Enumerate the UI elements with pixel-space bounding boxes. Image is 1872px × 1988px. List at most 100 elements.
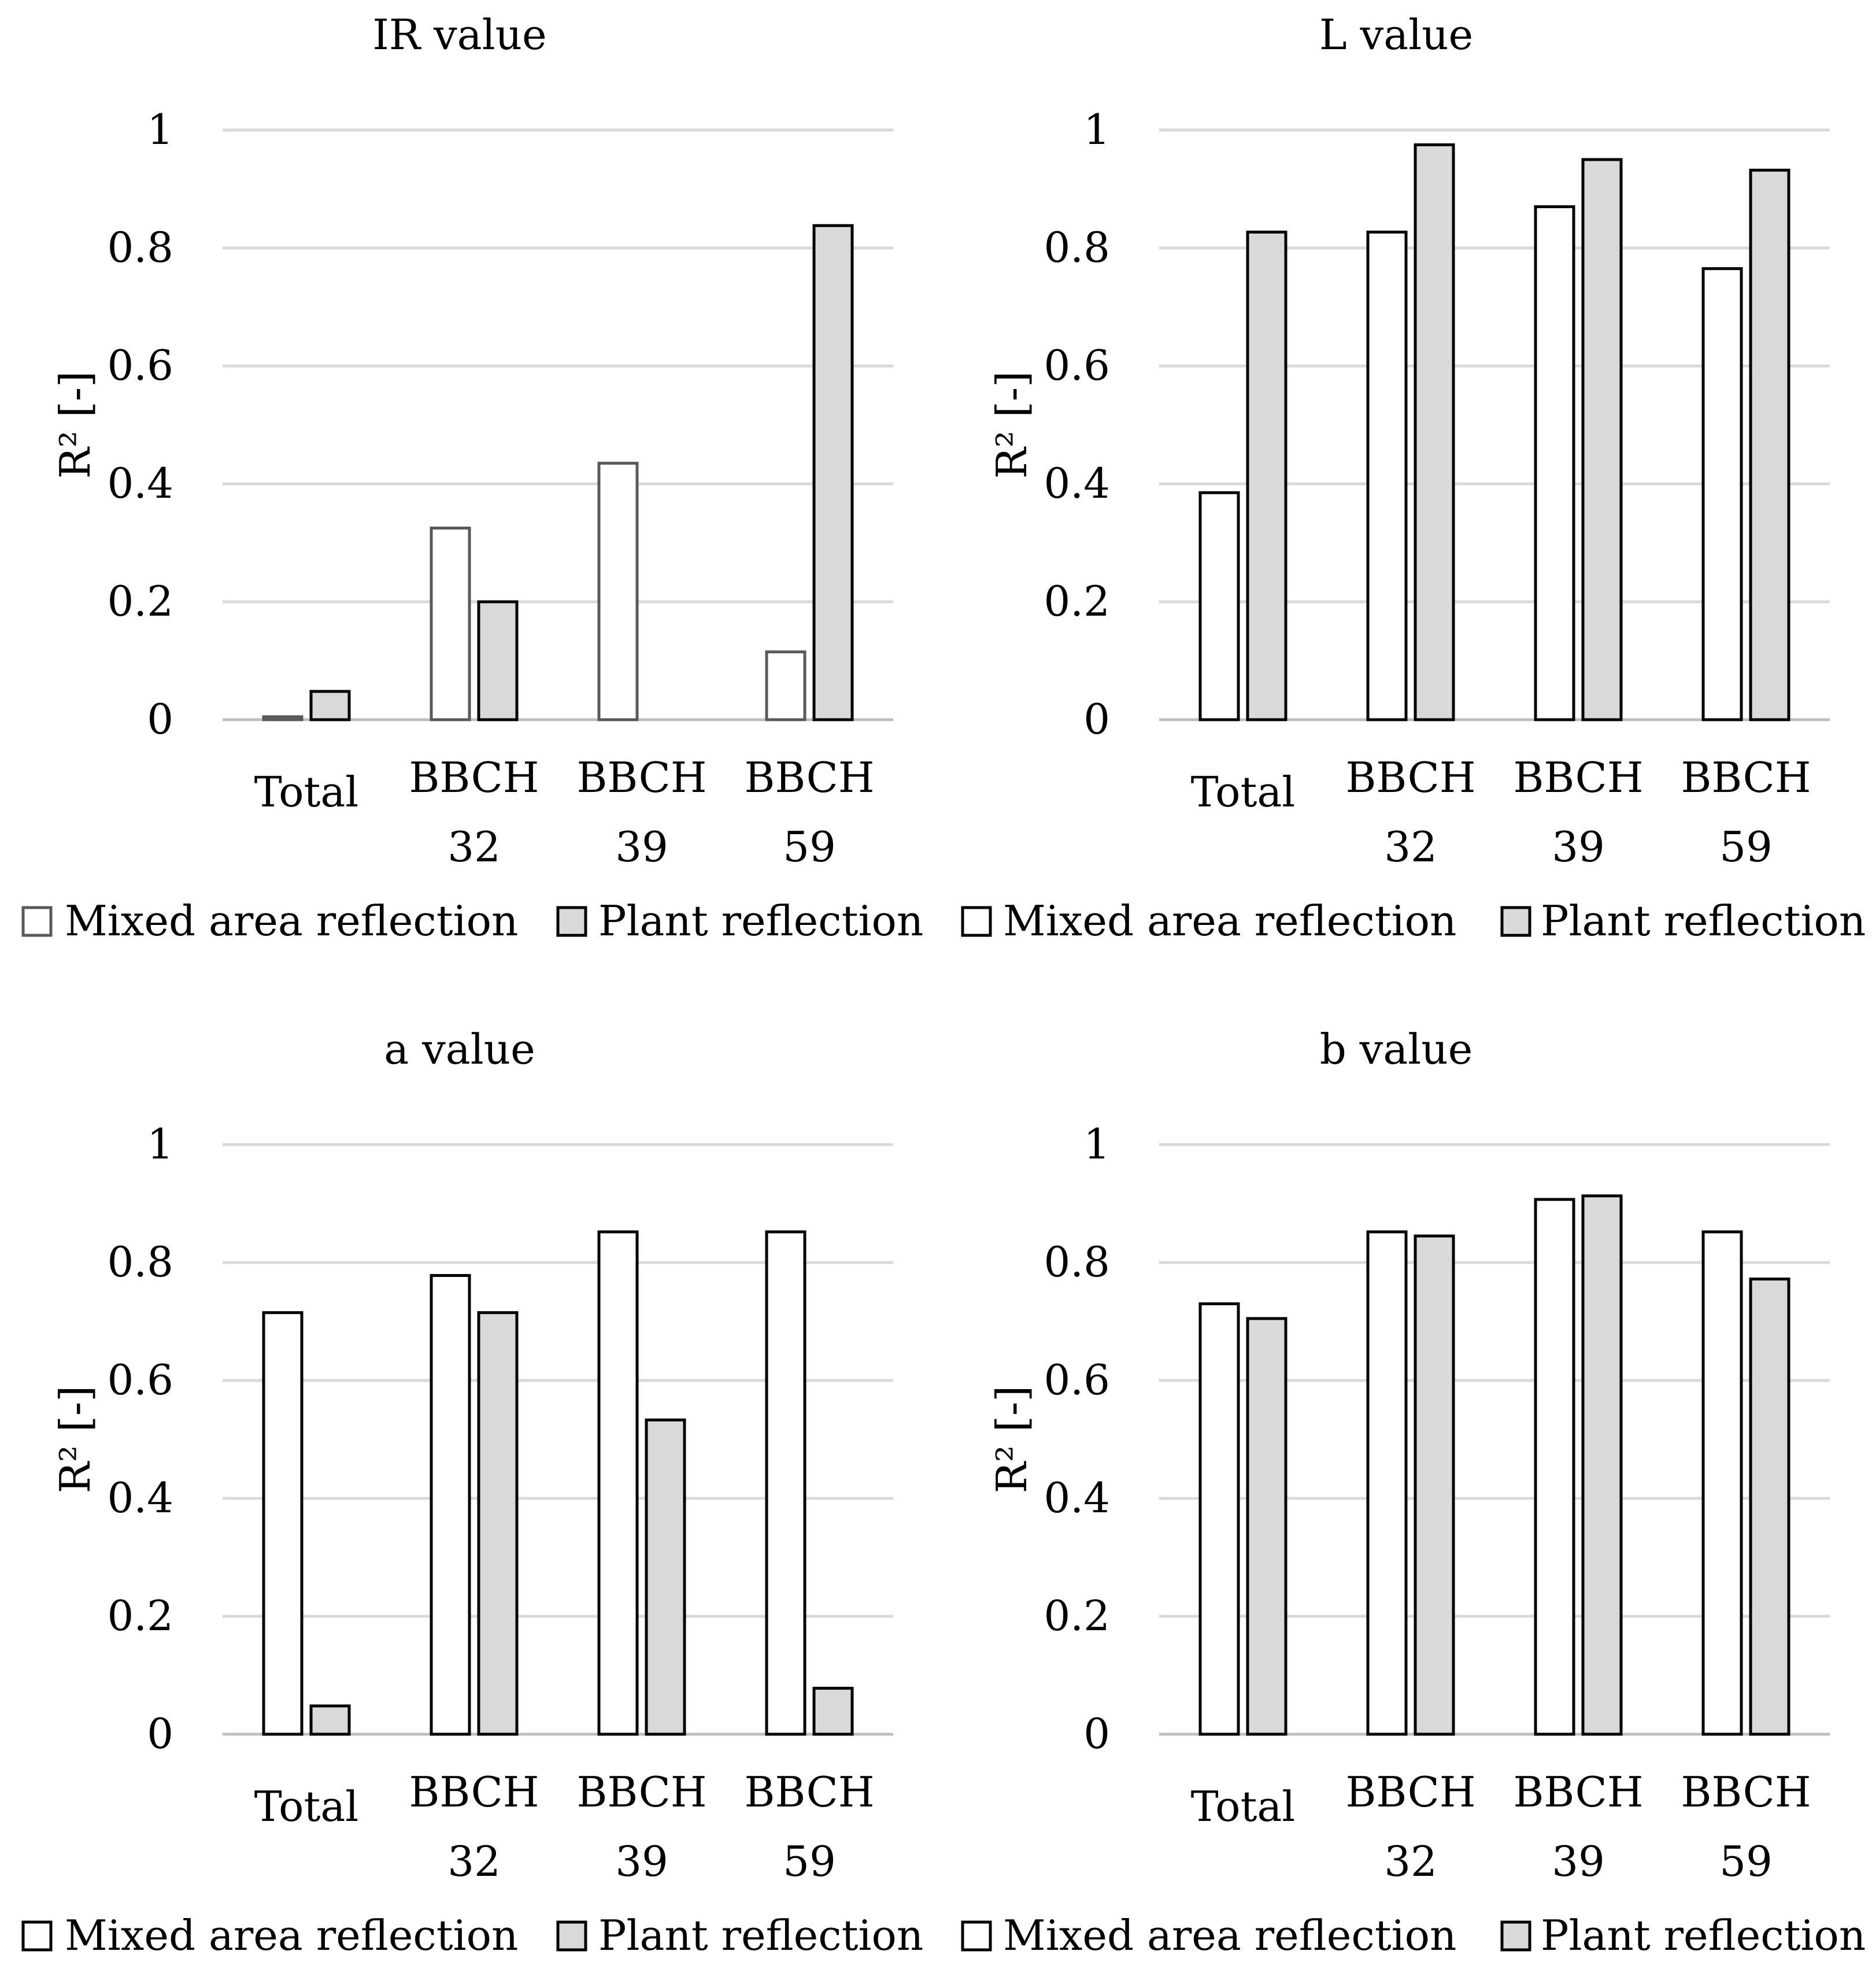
legend-swatch [961, 906, 992, 937]
y-tick-label: 0.4 [107, 1474, 173, 1522]
x-tick-label: Total [254, 768, 359, 816]
bar [1198, 1302, 1240, 1736]
y-tick-label: 1 [147, 1120, 173, 1168]
bar [765, 1230, 806, 1736]
x-tick-label: BBCH [409, 753, 539, 802]
x-tick-label: 39 [615, 1837, 668, 1886]
bar [1246, 230, 1288, 721]
x-tick-label: BBCH [576, 753, 706, 802]
x-tick-label: BBCH [1345, 753, 1475, 802]
legend-label: Plant reflection [598, 1911, 923, 1960]
legend-label: Mixed area reflection [65, 897, 518, 945]
bar [1534, 1198, 1575, 1736]
x-tick-label: BBCH [1513, 753, 1643, 802]
y-tick-label: 0.2 [1044, 1591, 1110, 1640]
x-tick-label: 32 [447, 1837, 501, 1886]
x-tick-label: BBCH [409, 1768, 539, 1816]
x-tick-label: 39 [1552, 1837, 1605, 1886]
y-tick-label: 0.6 [107, 341, 173, 390]
bar [430, 1273, 471, 1736]
y-tick-label: 0.2 [107, 1591, 173, 1640]
chart-title: b value [1320, 1025, 1473, 1073]
bar [597, 1230, 639, 1736]
y-tick-label: 0.4 [1044, 459, 1110, 508]
chart-panel: L value 0 0.2 0.4 0.6 0.8 1 R² [-] Total BBCH 32 BB… [961, 10, 1866, 945]
x-tick-label: Total [1191, 768, 1296, 816]
bar [1366, 230, 1408, 721]
y-tick-label: 0.8 [1044, 1238, 1110, 1286]
chart-title: a value [384, 1025, 535, 1073]
bar [1534, 205, 1575, 721]
y-tick-label: 1 [1083, 105, 1110, 154]
bar [765, 650, 806, 721]
y-tick-label: 0 [147, 1709, 173, 1758]
x-tick-label: 32 [1384, 823, 1437, 871]
y-tick-label: 0.6 [1044, 341, 1110, 390]
x-tick-label: 39 [615, 823, 668, 871]
bar [477, 1311, 519, 1736]
y-axis-label: R² [-] [51, 1386, 99, 1493]
bar [309, 690, 351, 721]
legend-label: Plant reflection [598, 897, 923, 945]
x-tick-label: BBCH [1513, 1768, 1643, 1816]
y-tick-label: 0.4 [107, 459, 173, 508]
bar [477, 600, 519, 721]
chart-panel: IR value 0 0.2 0.4 0.6 0.8 1 R² [-] Total BBCH 32 B… [21, 10, 923, 945]
y-tick-label: 0 [147, 695, 173, 743]
legend-swatch [1500, 1920, 1531, 1952]
y-tick-label: 0 [1083, 1709, 1110, 1758]
y-tick-label: 0.2 [107, 577, 173, 625]
bar [1581, 1194, 1623, 1736]
y-tick-label: 1 [1083, 1120, 1110, 1168]
legend-swatch [21, 1920, 53, 1952]
bar [1414, 143, 1455, 721]
bar [1198, 491, 1240, 721]
bar [1581, 158, 1623, 721]
legend-label: Plant reflection [1541, 897, 1866, 945]
bar [812, 1686, 854, 1736]
bar [1246, 1317, 1288, 1736]
legend-label: Plant reflection [1541, 1911, 1866, 1960]
legend-label: Mixed area reflection [1003, 1911, 1456, 1960]
y-tick-label: 0.6 [107, 1356, 173, 1404]
x-tick-label: BBCH [1681, 753, 1811, 802]
bar [1701, 267, 1743, 721]
y-tick-label: 1 [147, 105, 173, 154]
legend-swatch [21, 906, 53, 937]
y-axis-label: R² [-] [51, 371, 99, 479]
y-axis-label: R² [-] [987, 371, 1036, 479]
x-tick-label: 59 [1719, 1837, 1773, 1886]
bar [262, 715, 304, 721]
y-tick-label: 0.8 [107, 1238, 173, 1286]
x-tick-label: 59 [783, 823, 836, 871]
x-tick-label: 39 [1552, 823, 1605, 871]
y-tick-label: 0 [1083, 695, 1110, 743]
x-tick-label: 59 [783, 1837, 836, 1886]
y-tick-label: 0.2 [1044, 577, 1110, 625]
legend-swatch [556, 906, 587, 937]
legend-label: Mixed area reflection [65, 1911, 518, 1960]
bar [597, 461, 639, 721]
chart-panel: b value 0 0.2 0.4 0.6 0.8 1 R² [-] Total BBCH 32 BB… [961, 1025, 1866, 1960]
x-tick-label: BBCH [744, 1768, 874, 1816]
y-tick-label: 0.8 [1044, 223, 1110, 272]
x-tick-label: 32 [1384, 1837, 1437, 1886]
bar [430, 527, 471, 721]
bar [645, 1418, 686, 1736]
bar [1366, 1230, 1408, 1736]
bar [1414, 1234, 1455, 1736]
chart-title: L value [1319, 10, 1473, 59]
x-tick-label: BBCH [576, 1768, 706, 1816]
bar [1701, 1230, 1743, 1736]
legend-label: Mixed area reflection [1003, 897, 1456, 945]
bar [812, 224, 854, 721]
x-tick-label: BBCH [744, 753, 874, 802]
x-tick-label: Total [1191, 1782, 1296, 1831]
bar [1749, 168, 1790, 721]
y-axis-label: R² [-] [987, 1386, 1036, 1493]
bar [262, 1311, 304, 1736]
x-tick-label: Total [254, 1782, 359, 1831]
x-tick-label: 59 [1719, 823, 1773, 871]
y-tick-label: 0.8 [107, 223, 173, 272]
